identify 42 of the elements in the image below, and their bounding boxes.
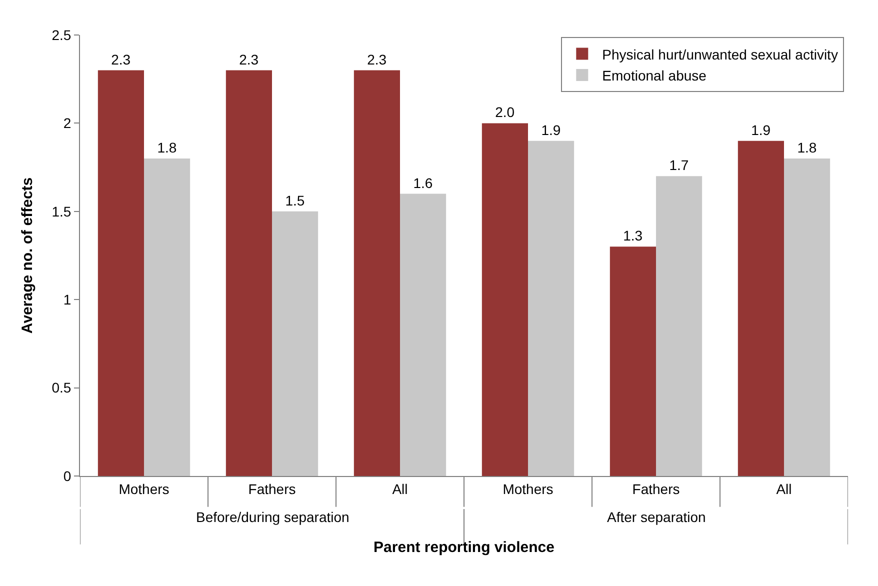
data-label: 1.8 (157, 139, 177, 156)
x-tick-label: Fathers (248, 480, 296, 497)
x-tick-label: Mothers (502, 480, 554, 497)
data-label: 2.0 (495, 104, 515, 120)
y-tick-label: 2.5 (52, 26, 72, 43)
x-tick-label: Fathers (632, 480, 680, 497)
data-label: 1.7 (669, 157, 689, 174)
bar (98, 70, 144, 476)
bar (610, 246, 656, 476)
data-label: 1.8 (797, 139, 817, 156)
data-label: 1.6 (413, 174, 433, 191)
bar (226, 70, 272, 476)
bar (354, 70, 400, 476)
x-tick-label: All (392, 480, 408, 497)
data-label: 1.5 (285, 192, 305, 208)
y-tick-label: 0 (63, 468, 72, 484)
y-axis-title: Average no. of effects (18, 177, 36, 334)
data-label: 1.3 (623, 228, 643, 244)
bar (738, 140, 784, 476)
y-tick-label: 2 (63, 115, 72, 132)
text: After separation (607, 509, 706, 525)
data-label: 1.9 (541, 122, 561, 138)
bar (656, 176, 702, 476)
bar (482, 123, 528, 476)
data-label: 2.3 (111, 51, 131, 68)
data-label: 2.3 (367, 51, 387, 68)
data-label: 1.9 (751, 122, 771, 138)
x-tick-label: Mothers (118, 480, 170, 497)
legend-label: Physical hurt/unwanted sexual activity (602, 46, 838, 62)
legend-label: Emotional abuse (602, 67, 707, 84)
text: Before/during separation (196, 509, 350, 525)
bar (144, 158, 190, 476)
data-label: 2.3 (239, 51, 259, 68)
y-tick-label: 1 (63, 292, 72, 308)
y-tick-label: 0.5 (52, 380, 72, 396)
bar (400, 194, 446, 476)
x-axis-title: Parent reporting violence (374, 538, 554, 556)
y-tick-label: 1.5 (52, 203, 72, 220)
x-tick-label: All (776, 480, 792, 497)
bar (272, 211, 318, 476)
bar (528, 140, 574, 476)
bar (784, 158, 830, 476)
